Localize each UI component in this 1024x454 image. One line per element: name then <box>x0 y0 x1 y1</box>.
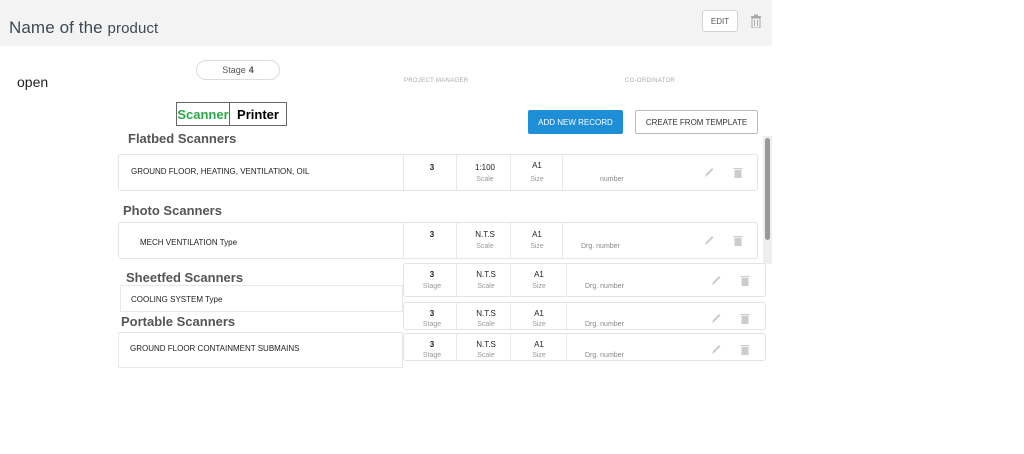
stage-value: 3 <box>429 340 435 349</box>
section-title-portable: Portable Scanners <box>121 314 236 329</box>
stage-label: Stage <box>222 65 246 75</box>
pencil-icon[interactable] <box>704 235 714 246</box>
scale-label: Scale <box>477 321 495 328</box>
size-value: A1 <box>532 161 542 170</box>
section-title-photo: Photo Scanners <box>123 203 222 218</box>
size-value: A1 <box>534 309 544 318</box>
size-value: A1 <box>532 230 542 239</box>
scale-label: Scale <box>476 176 494 183</box>
row-label-box <box>118 332 403 368</box>
cell-divider <box>456 264 457 296</box>
create-from-template-button[interactable]: CREATE FROM TEMPLATE <box>635 110 758 134</box>
scale-value: N.T.S <box>476 340 496 349</box>
cell-divider <box>566 303 567 329</box>
drawing-number: Drg. number <box>585 321 624 328</box>
section-title-sheetfed: Sheetfed Scanners <box>126 270 244 285</box>
drawing-number: Drg. number <box>581 243 620 250</box>
trash-icon[interactable] <box>733 167 743 178</box>
cell-divider <box>456 155 457 190</box>
cell-divider <box>510 334 511 360</box>
cell-divider <box>456 303 457 329</box>
pencil-icon[interactable] <box>711 313 721 324</box>
stage-value: 3 <box>429 309 435 318</box>
row-label: GROUND FLOOR, HEATING, VENTILATION, OIL <box>131 167 310 176</box>
row-label-box <box>120 285 403 312</box>
size-value: A1 <box>534 270 544 279</box>
row-label: COOLING SYSTEM Type <box>131 295 223 304</box>
cell-divider <box>510 155 511 190</box>
scale-value: N.T.S <box>476 309 496 318</box>
size-label: Size <box>532 321 546 328</box>
column-coordinator: CO-ORDINATOR <box>625 78 676 84</box>
tab-scanner[interactable]: Scanner <box>176 102 230 126</box>
tab-printer[interactable]: Printer <box>229 102 287 126</box>
drawing-number: number <box>600 176 624 183</box>
table-row[interactable] <box>403 333 766 361</box>
title-part-2: product <box>107 20 159 37</box>
table-row[interactable] <box>403 302 766 330</box>
drawing-number: Drg. number <box>585 283 624 290</box>
table-row[interactable] <box>118 222 758 259</box>
cell-divider <box>403 155 404 190</box>
size-label: Size <box>532 283 546 290</box>
cell-divider <box>456 334 457 360</box>
trash-icon[interactable] <box>740 344 750 355</box>
row-label: GROUND FLOOR CONTAINMENT SUBMAINS <box>130 344 300 353</box>
size-label: Size <box>532 352 546 359</box>
size-label: Size <box>530 176 544 183</box>
table-row[interactable] <box>118 154 758 191</box>
pencil-icon[interactable] <box>704 167 714 178</box>
scale-value: N.T.S <box>475 230 495 239</box>
stage-label: Stage <box>422 321 442 328</box>
header-bar <box>0 0 772 46</box>
stage-selector[interactable]: Stage 4 <box>196 60 280 80</box>
title-part-1: Name of the <box>9 18 103 37</box>
stage-value: 3 <box>429 270 435 279</box>
trash-icon[interactable] <box>750 14 762 28</box>
cell-divider <box>566 334 567 360</box>
size-label: Size <box>530 243 544 250</box>
cell-divider <box>562 155 563 190</box>
edit-button[interactable]: EDIT <box>702 10 738 32</box>
drawing-number: Drg. number <box>585 352 624 359</box>
scale-value: N.T.S <box>476 270 496 279</box>
trash-icon[interactable] <box>740 275 750 286</box>
page-title: Name of the product <box>9 18 158 38</box>
row-label: MECH VENTILATION Type <box>140 238 238 247</box>
trash-icon[interactable] <box>740 313 750 324</box>
trash-icon[interactable] <box>733 235 743 246</box>
cell-divider <box>456 223 457 258</box>
cell-divider <box>510 223 511 258</box>
cell-divider <box>510 303 511 329</box>
table-row[interactable] <box>403 263 766 297</box>
scrollbar-thumb[interactable] <box>765 138 770 240</box>
pencil-icon[interactable] <box>711 275 721 286</box>
scale-label: Scale <box>476 243 494 250</box>
stage-value: 3 <box>429 230 435 239</box>
stage-label: Stage <box>422 352 442 359</box>
stage-value: 3 <box>429 163 435 172</box>
scale-label: Scale <box>477 352 495 359</box>
section-title-flatbed: Flatbed Scanners <box>128 131 237 146</box>
add-new-record-button[interactable]: ADD NEW RECORD <box>528 110 623 134</box>
size-value: A1 <box>534 340 544 349</box>
pencil-icon[interactable] <box>711 344 721 355</box>
status-label: open <box>17 74 49 90</box>
scale-label: Scale <box>477 283 495 290</box>
cell-divider <box>562 223 563 258</box>
stage-label: Stage <box>422 283 442 290</box>
stage-value: 4 <box>248 65 254 75</box>
column-project-manager: PROJECT MANAGER <box>404 78 469 84</box>
cell-divider <box>403 223 404 258</box>
scale-value: 1:100 <box>474 163 496 172</box>
cell-divider <box>566 264 567 296</box>
cell-divider <box>510 264 511 296</box>
